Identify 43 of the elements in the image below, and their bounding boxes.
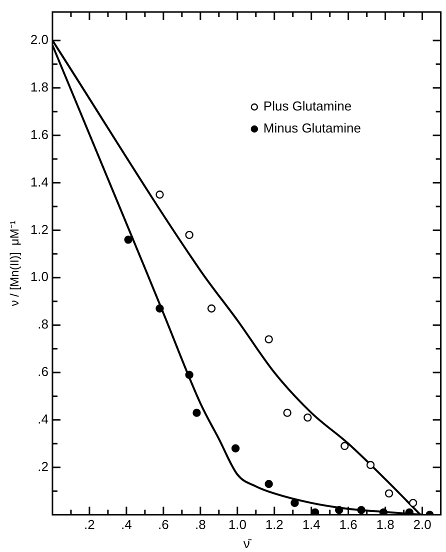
y-tick-label: 1.4	[30, 174, 48, 190]
point	[185, 370, 194, 379]
y-tick-label: 1.2	[30, 222, 48, 237]
legend-label: Minus Glutamine	[263, 120, 361, 136]
point	[304, 413, 312, 422]
x-tick-label: 1.8	[376, 517, 394, 532]
x-tick-label: 1.2	[265, 517, 284, 532]
point	[207, 304, 216, 313]
y-tick-label: 2.0	[30, 32, 48, 48]
point	[185, 230, 194, 240]
y-tick-label: .8	[38, 316, 48, 332]
point	[290, 498, 299, 508]
point	[264, 480, 273, 488]
point	[384, 489, 394, 498]
point	[340, 442, 349, 450]
point	[357, 506, 366, 514]
x-tick-label: 1.4	[302, 517, 320, 532]
point	[192, 408, 201, 417]
y-tick-label: 1.6	[30, 126, 48, 142]
y-tick-label: .6	[38, 364, 48, 380]
point	[124, 236, 132, 244]
y-tick-label: 1.8	[30, 79, 48, 94]
x-tick-label: .6	[158, 517, 169, 532]
x-tick-label: 2.0	[413, 517, 432, 532]
legend-label: Plus Glutamine	[263, 98, 352, 114]
x-axis-title: ν̄	[243, 536, 252, 551]
point	[156, 304, 164, 313]
y-tick-label: .4	[38, 412, 48, 427]
point	[283, 408, 292, 417]
x-tick-label: .8	[194, 517, 206, 532]
point	[231, 444, 240, 452]
point	[264, 335, 273, 344]
x-tick-label: 1.0	[228, 517, 246, 532]
y-axis-title: ν / [Mn(II)] μM⁻¹	[8, 220, 22, 306]
y-tick-label: .2	[38, 458, 48, 474]
point	[156, 190, 164, 199]
point	[334, 506, 344, 514]
x-tick-label: 1.6	[339, 517, 358, 532]
x-tick-label: .2	[84, 517, 95, 532]
x-tick-label: .4	[121, 517, 132, 532]
point	[408, 498, 418, 508]
point	[366, 460, 375, 470]
y-tick-label: 1.0	[30, 269, 48, 284]
